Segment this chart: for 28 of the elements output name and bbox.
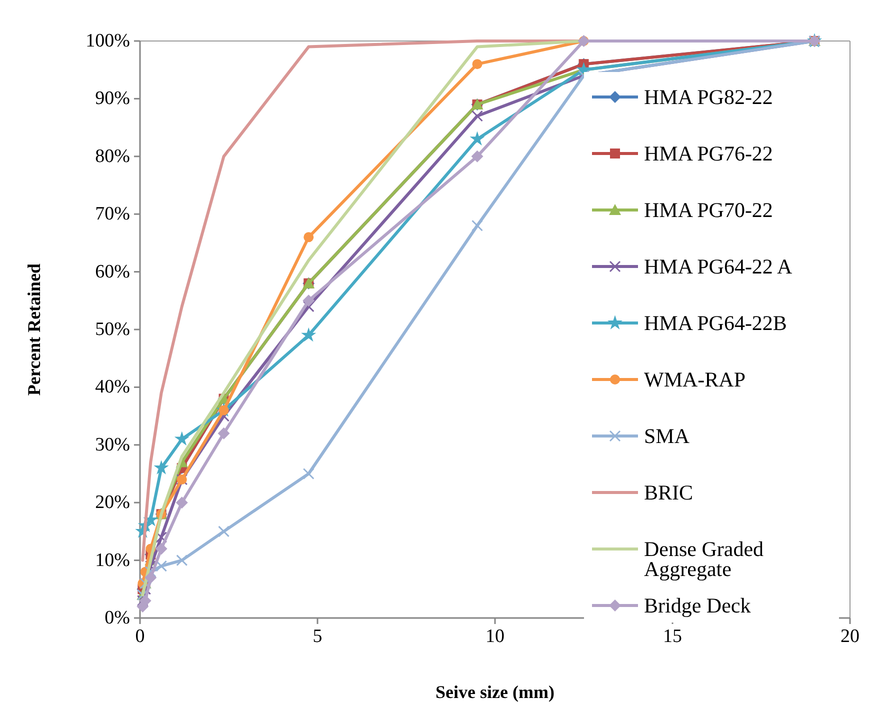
legend-label: HMA PG64-22 A xyxy=(644,254,794,278)
x-tick-label: 10 xyxy=(486,626,504,647)
y-tick-label: 20% xyxy=(95,492,130,514)
y-tick-label: 80% xyxy=(95,146,130,167)
legend-label: SMA xyxy=(644,424,690,448)
legend-label: HMA PG64-22B xyxy=(644,311,787,335)
legend-label: WMA-RAP xyxy=(644,368,746,392)
legend-label: HMA PG70-22 xyxy=(644,198,773,222)
legend-label: HMA PG82-22 xyxy=(644,85,773,109)
y-tick-label: 60% xyxy=(95,261,130,282)
y-tick-label: 70% xyxy=(95,204,130,225)
y-axis-title: Percent Retained xyxy=(24,263,44,396)
y-tick-label: 10% xyxy=(95,550,130,571)
y-tick-label: 30% xyxy=(95,434,130,456)
x-tick-label: 0 xyxy=(135,626,145,647)
legend-label: HMA PG76-22 xyxy=(644,142,773,166)
x-axis-title: Seive size (mm) xyxy=(436,682,554,702)
legend-label: Dense Graded Aggregate xyxy=(644,537,764,581)
legend-label: Bridge Deck xyxy=(644,594,752,618)
x-tick-label: 20 xyxy=(840,626,860,647)
x-tick-label: 5 xyxy=(312,626,322,647)
y-tick-label: 50% xyxy=(95,319,130,340)
legend-label: BRIC xyxy=(644,480,694,504)
y-tick-label: 40% xyxy=(95,376,130,398)
y-tick-label: 0% xyxy=(104,608,130,628)
x-tick-label: 15 xyxy=(663,626,682,647)
y-tick-label: 100% xyxy=(86,30,130,52)
y-tick-label: 90% xyxy=(95,88,130,110)
